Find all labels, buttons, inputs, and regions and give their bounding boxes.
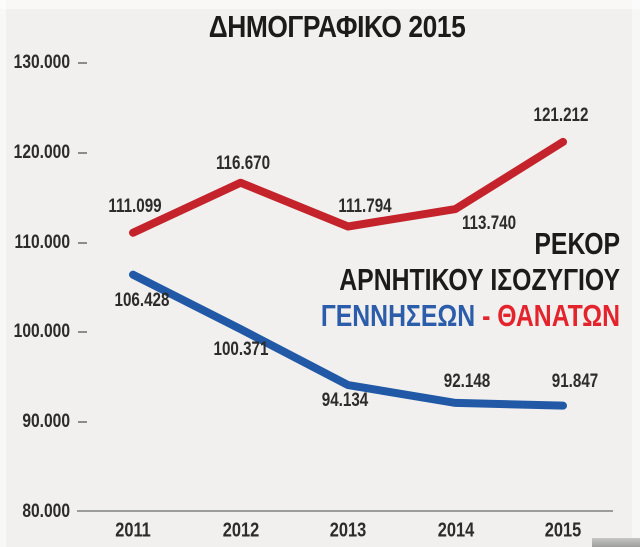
x-axis-line	[77, 510, 613, 512]
y-tick-mark	[78, 151, 87, 154]
y-tick-mark	[78, 331, 87, 334]
corner-shadow	[592, 538, 640, 547]
deaths-line	[129, 137, 567, 237]
annotation-births-word: ΓΕΝΝΗΣΕΩΝ	[320, 298, 476, 333]
y-tick-mark	[78, 421, 87, 424]
x-axis-label: 2012	[222, 519, 259, 542]
annotation-line-2: ΑΡΝΗΤΙΚΟΥ ΙΣΟΖΥΓΙΟΥ	[339, 262, 620, 297]
y-tick-label: 90.000	[22, 411, 70, 433]
annotation-line-1: ΡΕΚΟΡ	[534, 226, 620, 261]
deaths-value-label: 116.670	[215, 152, 270, 174]
x-axis-label: 2015	[544, 519, 582, 542]
annotation-deaths-word: ΘΑΝΑΤΩΝ	[497, 298, 620, 333]
y-tick-label: 130.000	[13, 52, 70, 73]
y-tick-mark	[78, 62, 87, 64]
y-tick-label: 100.000	[13, 321, 70, 343]
births-value-label: 94.134	[321, 390, 369, 412]
y-tick-label: 80.000	[22, 501, 70, 522]
x-axis-label: 2011	[115, 519, 151, 542]
y-tick-label: 110.000	[14, 231, 70, 253]
deaths-value-label: 111.099	[108, 195, 162, 217]
births-value-label: 106.428	[114, 289, 170, 311]
births-value-label: 91.847	[551, 370, 599, 392]
y-tick-label: 120.000	[13, 141, 70, 163]
births-value-label: 100.371	[213, 339, 268, 361]
births-line	[129, 270, 567, 410]
deaths-value-label: 121.212	[533, 104, 589, 126]
deaths-value-label: 113.740	[461, 213, 516, 234]
x-axis-label: 2013	[329, 519, 367, 542]
chart-title: ΔΗΜΟΓΡΑΦΙΚΟ 2015	[208, 9, 466, 44]
y-tick-mark	[78, 241, 87, 244]
annotation: ΡΕΚΟΡ ΑΡΝΗΤΙΚΟΥ ΙΣΟΖΥΓΙΟΥ ΓΕΝΝΗΣΕΩΝ - ΘΑ…	[246, 226, 620, 334]
annotation-separator: -	[482, 298, 491, 333]
x-axis-label: 2014	[437, 519, 474, 542]
deaths-value-label: 111.794	[338, 196, 392, 218]
annotation-line-3: ΓΕΝΝΗΣΕΩΝ - ΘΑΝΑΤΩΝ	[321, 298, 620, 334]
births-value-label: 92.148	[443, 370, 490, 392]
